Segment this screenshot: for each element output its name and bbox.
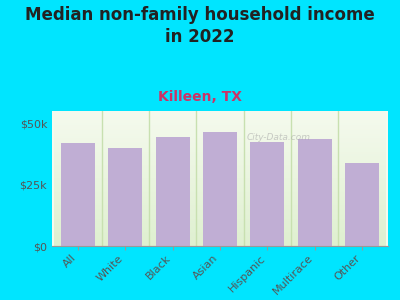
Bar xyxy=(61,143,95,246)
Text: City-Data.com: City-Data.com xyxy=(247,134,311,142)
Bar xyxy=(250,142,284,246)
Bar xyxy=(156,137,190,246)
Bar xyxy=(298,139,332,246)
Text: Median non-family household income
in 2022: Median non-family household income in 20… xyxy=(25,6,375,46)
Bar xyxy=(203,132,237,246)
Bar xyxy=(108,148,142,246)
Text: Killeen, TX: Killeen, TX xyxy=(158,90,242,104)
Bar xyxy=(345,163,379,246)
